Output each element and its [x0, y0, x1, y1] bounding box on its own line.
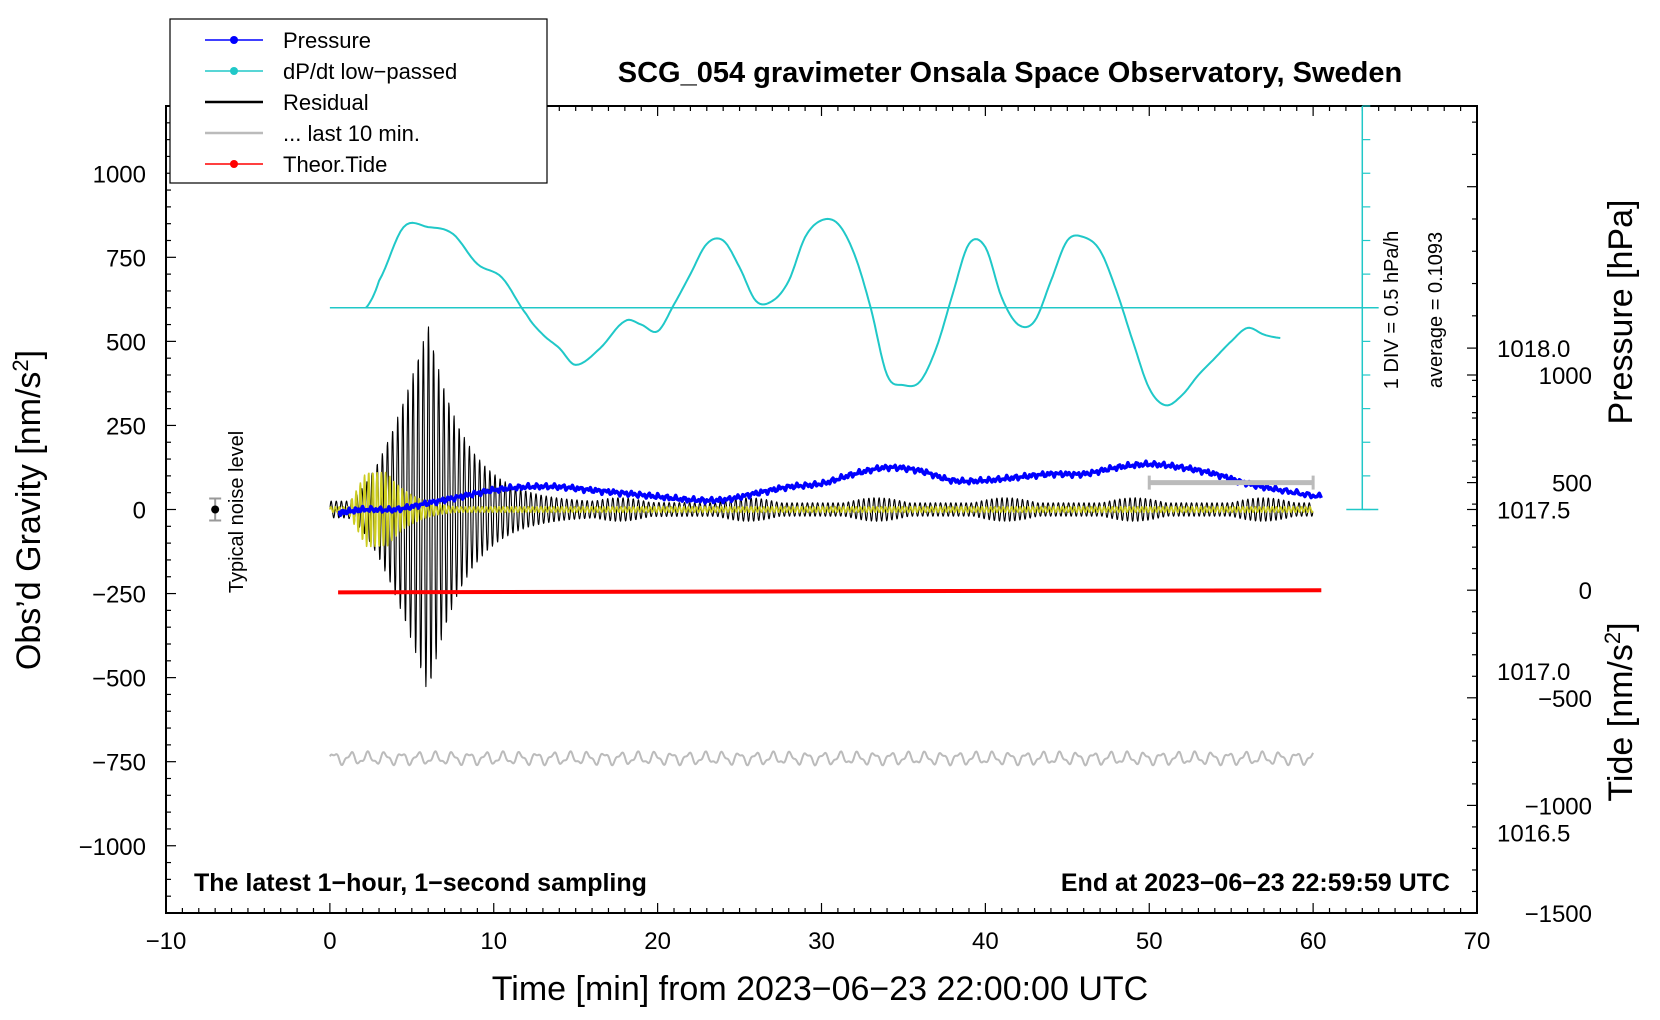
y-axis-title-gravity-sup: 2: [8, 359, 33, 371]
y-axis-title-gravity-main: Obs’d Gravity [nm/s: [10, 372, 48, 671]
x-tick-label: 0: [323, 928, 336, 955]
y-tick-label-gravity: 500: [106, 329, 146, 356]
y-tick-label-gravity: −500: [92, 666, 146, 693]
legend-entry: Residual: [205, 90, 369, 115]
y-axis-title-pressure: Pressure [hPa]: [1602, 200, 1640, 425]
legend-swatch-marker: [230, 67, 238, 75]
x-tick-label: 10: [480, 928, 507, 955]
legend-entry: Pressure: [205, 28, 371, 53]
y-tick-label-gravity: 250: [106, 413, 146, 440]
legend-label: Theor.Tide: [283, 152, 387, 177]
legend-entry: Theor.Tide: [205, 152, 387, 177]
legend-label: Residual: [283, 90, 369, 115]
y-tick-label-tide: 0: [1579, 578, 1592, 605]
y-tick-label-pressure: 1017.0: [1497, 659, 1570, 686]
series-last-10-min: [329, 750, 1314, 767]
series-yellow-trace: [329, 471, 1314, 548]
series-dpdt: [365, 217, 1281, 407]
x-tick-label: 60: [1300, 928, 1327, 955]
series-layer: [209, 105, 1379, 767]
x-tick-label: 20: [644, 928, 671, 955]
y-axis-title-gravity: Obs’d Gravity [nm/s2]: [8, 350, 48, 670]
y-axis-title-tide-sup: 2: [1600, 632, 1625, 644]
legend: Pressure dP/dt low−passed Residual ... last…: [169, 18, 548, 184]
noise-level-label: Typical noise level: [226, 431, 248, 593]
y-tick-label-tide: −1500: [1525, 901, 1592, 928]
tick-labels: −10 0 10 20 30 40 50 60 70 1000 750 500 250 0 −250 −500…: [79, 161, 1592, 955]
legend-entry: ... last 10 min.: [205, 121, 420, 146]
y-axis-title-tide-close: ]: [1602, 622, 1640, 631]
y-axis-title-tide: Tide [nm/s2]: [1600, 622, 1640, 801]
y-tick-label-pressure: 1016.5: [1497, 820, 1570, 847]
series-theor-tide: [338, 588, 1322, 595]
x-axis-title: Time [min] from 2023−06−23 22:00:00 UTC: [492, 970, 1148, 1008]
series-pressure: [337, 459, 1323, 518]
y-tick-label-gravity: −750: [92, 750, 146, 777]
x-tick-label: 30: [808, 928, 835, 955]
legend-label: ... last 10 min.: [283, 121, 420, 146]
y-tick-label-gravity: 0: [133, 498, 146, 525]
x-tick-label: 50: [1136, 928, 1163, 955]
y-tick-label-tide: 500: [1552, 471, 1592, 498]
y-tick-label-tide: −500: [1538, 686, 1592, 713]
y-tick-label-tide: 1000: [1539, 363, 1592, 390]
legend-label: Pressure: [283, 28, 371, 53]
y-tick-label-pressure: 1018.0: [1497, 336, 1570, 363]
y-tick-label-gravity: 1000: [93, 161, 146, 188]
y-tick-label-pressure: 1017.5: [1497, 498, 1570, 525]
legend-label: dP/dt low−passed: [283, 59, 457, 84]
annotation-end-time: End at 2023−06−23 22:59:59 UTC: [1061, 869, 1450, 897]
x-tick-label: 70: [1464, 928, 1491, 955]
y-tick-label-gravity: −1000: [79, 834, 146, 861]
legend-swatch-marker: [230, 160, 238, 168]
legend-swatch-marker: [230, 36, 238, 44]
annotation-sampling: The latest 1−hour, 1−second sampling: [194, 869, 647, 897]
x-tick-label: 40: [972, 928, 999, 955]
y-axis-title-gravity-close: ]: [10, 350, 48, 359]
chart-title: SCG_054 gravimeter Onsala Space Observat…: [618, 57, 1402, 89]
dpdt-div-label: 1 DIV = 0.5 hPa/h: [1381, 231, 1403, 389]
y-tick-label-tide: −1000: [1525, 793, 1592, 820]
x-tick-label: −10: [146, 928, 187, 955]
y-axis-title-tide-main: Tide [nm/s: [1602, 644, 1640, 801]
dpdt-average-label: average = 0.1093: [1425, 232, 1447, 388]
legend-entry: dP/dt low−passed: [205, 59, 457, 84]
y-tick-label-gravity: −250: [92, 582, 146, 609]
y-tick-label-gravity: 750: [106, 245, 146, 272]
noise-marker-point: [211, 505, 220, 514]
